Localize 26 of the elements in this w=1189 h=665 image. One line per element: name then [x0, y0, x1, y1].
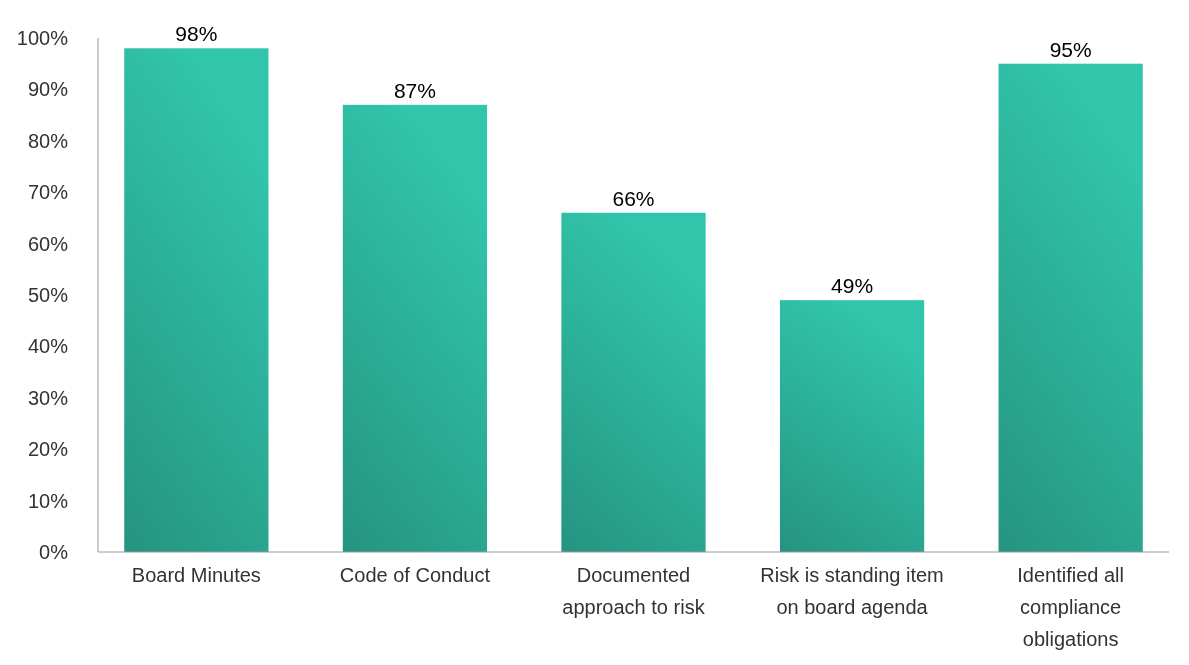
bar: [561, 212, 706, 552]
y-tick-label: 20%: [27, 438, 69, 461]
y-tick-label: 90%: [27, 78, 69, 101]
y-tick-label: 10%: [27, 489, 69, 512]
bar: [124, 48, 269, 552]
y-tick-label: 70%: [27, 181, 69, 204]
data-label: 98%: [175, 22, 218, 46]
x-tick-label: Code of Conduct: [339, 564, 491, 586]
data-label: 87%: [393, 78, 436, 102]
x-tick-label: Identified all compliance obligations: [1017, 564, 1125, 650]
y-tick-label: 30%: [27, 386, 69, 409]
x-tick-label: Risk is standing item on board agenda: [760, 564, 944, 618]
bar: [342, 104, 488, 552]
y-tick-label: 60%: [27, 232, 69, 255]
y-tick-label: 40%: [27, 335, 69, 358]
x-tick-label: Documented approach to risk: [562, 564, 706, 618]
y-tick-label: 0%: [39, 541, 69, 563]
y-tick-label: 100%: [16, 27, 69, 49]
data-label: 66%: [612, 186, 655, 210]
bar: [779, 300, 925, 552]
data-label: 95%: [1049, 37, 1092, 61]
x-tick-label: Board Minutes: [131, 564, 261, 586]
y-tick-label: 50%: [27, 284, 69, 306]
data-label: 49%: [831, 274, 874, 298]
bar: [998, 63, 1143, 552]
y-tick-label: 80%: [27, 129, 69, 152]
